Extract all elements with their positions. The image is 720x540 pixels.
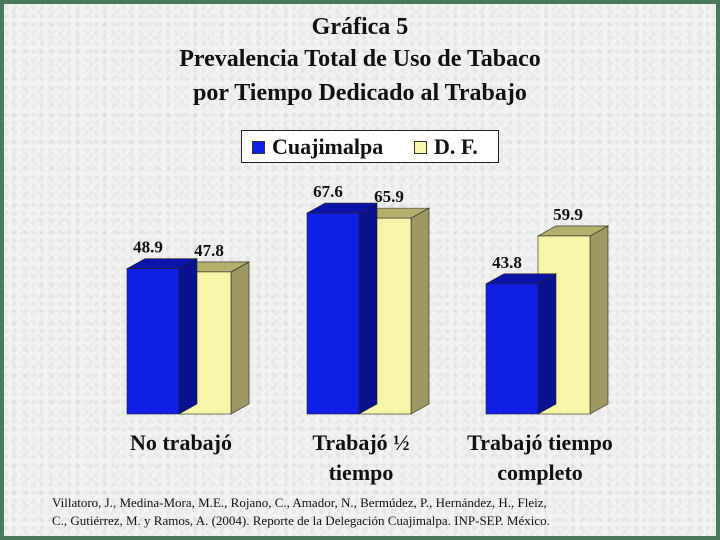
chart-title-line-2: Prevalencia Total de Uso de Tabaco: [179, 46, 541, 72]
legend-swatch-df: [414, 141, 427, 154]
bar-side-1-0: [230, 261, 250, 415]
value-label-df-0: 47.8: [194, 241, 224, 260]
bar-side-0-1: [358, 202, 378, 415]
chart-title-line-1: Gráfica 5: [311, 14, 409, 40]
legend-label-df: D. F.: [434, 134, 478, 159]
value-label-cuajimalpa-1: 67.6: [313, 182, 343, 201]
category-label-2-1: completo: [497, 460, 583, 485]
category-label-1-0: Trabajó ½: [312, 430, 409, 455]
bar-side-0-0: [178, 258, 198, 415]
chart-legend: Cuajimalpa D. F.: [241, 130, 499, 163]
bar-cuajimalpa-2: [485, 283, 539, 415]
legend-swatch-cuajimalpa: [252, 141, 265, 154]
value-label-df-1: 65.9: [374, 187, 404, 206]
citation-line-2: C., Gutiérrez, M. y Ramos, A. (2004). Re…: [52, 513, 550, 528]
value-label-cuajimalpa-2: 43.8: [492, 253, 522, 272]
value-label-df-2: 59.9: [553, 205, 583, 224]
bar-side-1-1: [410, 207, 430, 415]
category-label-2-0: Trabajó tiempo: [467, 430, 613, 455]
bar-cuajimalpa-1: [306, 212, 360, 415]
citation: Villatoro, J., Medina-Mora, M.E., Rojano…: [52, 494, 692, 530]
value-label-cuajimalpa-0: 48.9: [133, 238, 163, 257]
bar-side-0-2: [537, 273, 557, 415]
legend-label-cuajimalpa: Cuajimalpa: [272, 134, 384, 159]
bar-cuajimalpa-0: [126, 268, 180, 415]
bar-side-1-2: [589, 225, 609, 415]
citation-line-1: Villatoro, J., Medina-Mora, M.E., Rojano…: [52, 495, 547, 510]
category-label-1-1: tiempo: [329, 460, 394, 485]
category-label-0-0: No trabajó: [130, 430, 232, 455]
chart-title-line-3: por Tiempo Dedicado al Trabajo: [193, 80, 527, 106]
